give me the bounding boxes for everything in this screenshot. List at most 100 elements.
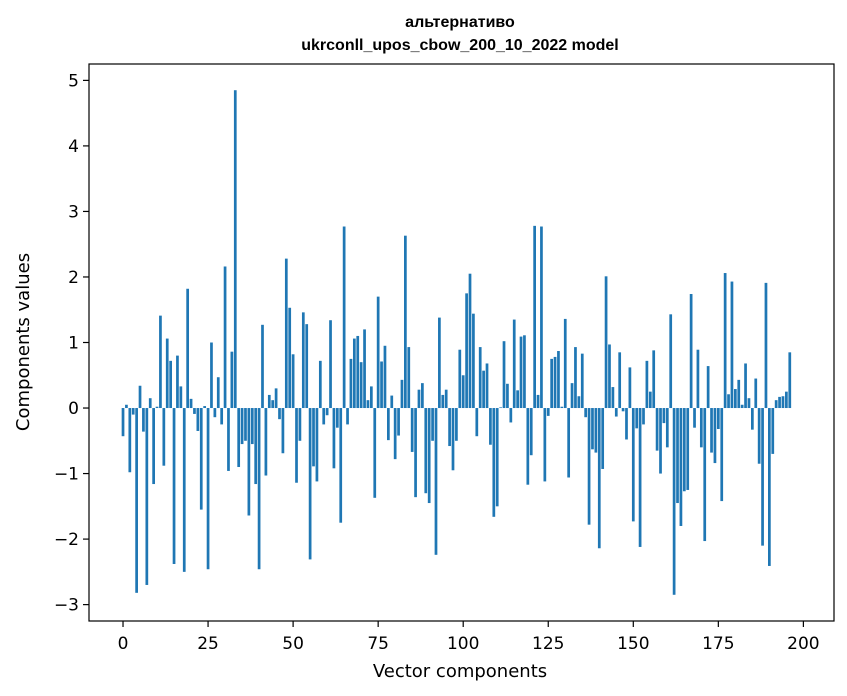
bar: [329, 320, 332, 409]
bar: [614, 408, 618, 417]
bar: [699, 408, 703, 448]
bar: [740, 404, 744, 409]
x-tick-label: 25: [197, 634, 219, 654]
bar: [145, 408, 149, 585]
bar: [196, 408, 200, 431]
bar: [706, 366, 710, 409]
bar: [533, 225, 536, 409]
bar: [523, 335, 526, 409]
bar: [189, 398, 193, 409]
bar: [570, 383, 574, 409]
bar: [710, 408, 713, 453]
bar: [162, 408, 166, 466]
bar: [179, 386, 183, 409]
bar: [237, 408, 241, 468]
bar: [669, 314, 673, 409]
bar: [587, 408, 591, 525]
bar: [373, 408, 377, 498]
bar: [543, 408, 547, 482]
bar: [199, 408, 203, 510]
bar: [274, 388, 278, 409]
bar: [380, 361, 383, 409]
bar: [764, 282, 768, 409]
bar: [410, 408, 414, 452]
bar: [465, 293, 468, 409]
bar: [186, 288, 190, 409]
bar: [682, 408, 686, 492]
bar: [438, 317, 441, 409]
chart-title-line-2: ukrconll_upos_cbow_200_10_2022 model: [301, 37, 618, 54]
bar: [768, 408, 771, 566]
bar: [369, 386, 373, 409]
bar: [325, 408, 329, 416]
bar: [427, 408, 431, 504]
bar: [346, 408, 349, 425]
bar: [308, 408, 312, 560]
bar: [121, 408, 125, 437]
bar: [267, 394, 271, 409]
bar: [165, 338, 169, 409]
bar: [645, 360, 649, 409]
bar: [489, 408, 492, 445]
bar: [733, 389, 737, 409]
bar: [689, 294, 693, 409]
bar: [142, 408, 145, 432]
bar: [335, 408, 339, 428]
bar: [216, 377, 220, 409]
bar: [591, 408, 594, 450]
bar: [169, 360, 173, 409]
x-axis-ticks: 0 25 50 75 100 125 150 175 200: [118, 621, 820, 654]
bar: [478, 347, 482, 409]
bar: [250, 408, 254, 445]
bar: [424, 408, 428, 494]
bar: [298, 408, 302, 441]
bar: [601, 408, 605, 469]
bar: [444, 389, 448, 409]
bar: [138, 385, 142, 409]
bar: [563, 318, 567, 409]
bar: [584, 408, 588, 418]
bar: [747, 398, 751, 409]
y-tick-label: 4: [68, 137, 79, 157]
bar: [608, 344, 611, 409]
bar: [182, 408, 186, 572]
bar: [693, 408, 696, 428]
bar-series: [121, 90, 792, 595]
bar: [352, 338, 356, 409]
bar: [264, 408, 268, 476]
bar: [580, 353, 584, 409]
bar: [788, 352, 792, 409]
bar: [482, 370, 485, 409]
bar: [648, 391, 652, 409]
bar: [574, 347, 577, 409]
bar: [631, 408, 635, 522]
bar: [434, 408, 438, 555]
bar: [628, 367, 632, 409]
bar: [472, 313, 475, 409]
bar: [332, 408, 336, 469]
bar: [635, 408, 639, 429]
bar: [223, 266, 227, 409]
bar: [240, 408, 244, 445]
bar: [774, 400, 778, 409]
bar: [281, 408, 285, 454]
y-axis-label: Components values: [13, 253, 34, 431]
bar: [244, 408, 247, 441]
bar: [625, 408, 628, 440]
y-tick-label: 3: [68, 202, 79, 222]
bar: [363, 329, 366, 409]
bar: [441, 394, 445, 409]
bar: [536, 394, 540, 409]
bar: [679, 408, 683, 526]
y-tick-label: −2: [54, 530, 79, 550]
bar: [414, 408, 417, 498]
bar: [400, 379, 404, 409]
bar: [172, 408, 176, 564]
bar: [291, 354, 295, 409]
bar: [448, 408, 451, 447]
bar: [233, 90, 237, 409]
x-tick-label: 100: [447, 634, 479, 654]
bar: [254, 408, 258, 485]
bar: [519, 336, 523, 409]
x-tick-label: 150: [617, 634, 649, 654]
